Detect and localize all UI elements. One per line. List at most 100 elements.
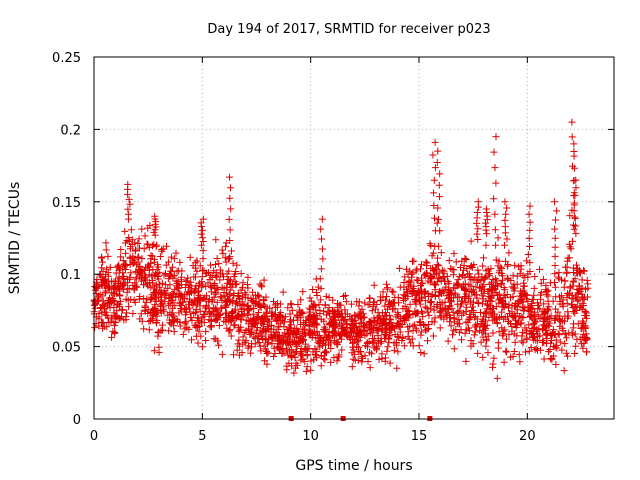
data-point (293, 331, 301, 339)
data-point (434, 147, 442, 155)
data-point (310, 300, 318, 308)
data-point (511, 261, 519, 269)
data-point (110, 321, 118, 329)
data-point (242, 316, 250, 324)
data-point (493, 374, 501, 382)
data-point (144, 282, 152, 290)
data-point (314, 339, 322, 347)
data-point (450, 250, 458, 258)
data-point (186, 253, 194, 261)
data-point (489, 304, 497, 312)
data-point (259, 313, 267, 321)
data-point (554, 308, 562, 316)
data-point (533, 347, 541, 355)
data-point (570, 207, 578, 215)
data-point (395, 264, 403, 272)
data-point (292, 339, 300, 347)
data-point (487, 293, 495, 301)
data-point (524, 251, 532, 259)
data-point (409, 285, 417, 293)
data-point (195, 323, 203, 331)
data-point (99, 324, 107, 332)
data-point (100, 302, 108, 310)
data-point (351, 311, 359, 319)
data-point (225, 275, 233, 283)
data-point (287, 341, 295, 349)
data-point (184, 274, 192, 282)
data-point (492, 256, 500, 264)
data-point (572, 184, 580, 192)
data-point (485, 305, 493, 313)
data-point (369, 329, 377, 337)
data-point (263, 360, 271, 368)
data-point (272, 328, 280, 336)
data-point (531, 273, 539, 281)
data-point (486, 270, 494, 278)
data-point (122, 316, 130, 324)
data-point (94, 294, 102, 302)
data-point (165, 327, 173, 335)
data-point (543, 329, 551, 337)
data-point (494, 234, 502, 242)
data-point (498, 265, 506, 273)
data-point (340, 293, 348, 301)
data-point (119, 257, 127, 265)
data-point (443, 313, 451, 321)
data-point (275, 311, 283, 319)
data-point (428, 252, 436, 260)
data-point (286, 318, 294, 326)
data-point (570, 152, 578, 160)
data-point (271, 349, 279, 357)
data-point (499, 303, 507, 311)
data-point (510, 312, 518, 320)
data-point (355, 310, 363, 318)
data-point (135, 266, 143, 274)
data-point (415, 318, 423, 326)
data-point (446, 294, 454, 302)
data-point (480, 313, 488, 321)
data-point (536, 305, 544, 313)
data-point (305, 304, 313, 312)
data-point (312, 306, 320, 314)
data-point (488, 297, 496, 305)
data-point (334, 313, 342, 321)
data-point (354, 357, 362, 365)
data-point (564, 352, 572, 360)
data-point (419, 313, 427, 321)
data-point (543, 330, 551, 338)
data-point (485, 287, 493, 295)
data-point (440, 267, 448, 275)
data-point (328, 319, 336, 327)
data-point (262, 309, 270, 317)
data-point (466, 311, 474, 319)
data-point (115, 273, 123, 281)
data-point (225, 290, 233, 298)
data-point (360, 313, 368, 321)
data-point (399, 295, 407, 303)
data-point (145, 326, 153, 334)
data-point (271, 301, 279, 309)
data-point (297, 344, 305, 352)
data-point (260, 276, 268, 284)
data-point (436, 324, 444, 332)
data-point (124, 180, 132, 188)
data-point (370, 338, 378, 346)
data-point (222, 243, 230, 251)
data-point (551, 225, 559, 233)
data-point (141, 232, 149, 240)
data-point (561, 340, 569, 348)
data-point (435, 242, 443, 250)
data-point (501, 223, 509, 231)
data-point (447, 322, 455, 330)
data-point (551, 262, 559, 270)
data-point (173, 279, 181, 287)
data-point (199, 247, 207, 255)
data-point (411, 321, 419, 329)
data-point (416, 300, 424, 308)
data-point (200, 311, 208, 319)
data-point (447, 290, 455, 298)
data-point (312, 288, 320, 296)
data-point (133, 261, 141, 269)
data-point (288, 346, 296, 354)
data-point (435, 262, 443, 270)
